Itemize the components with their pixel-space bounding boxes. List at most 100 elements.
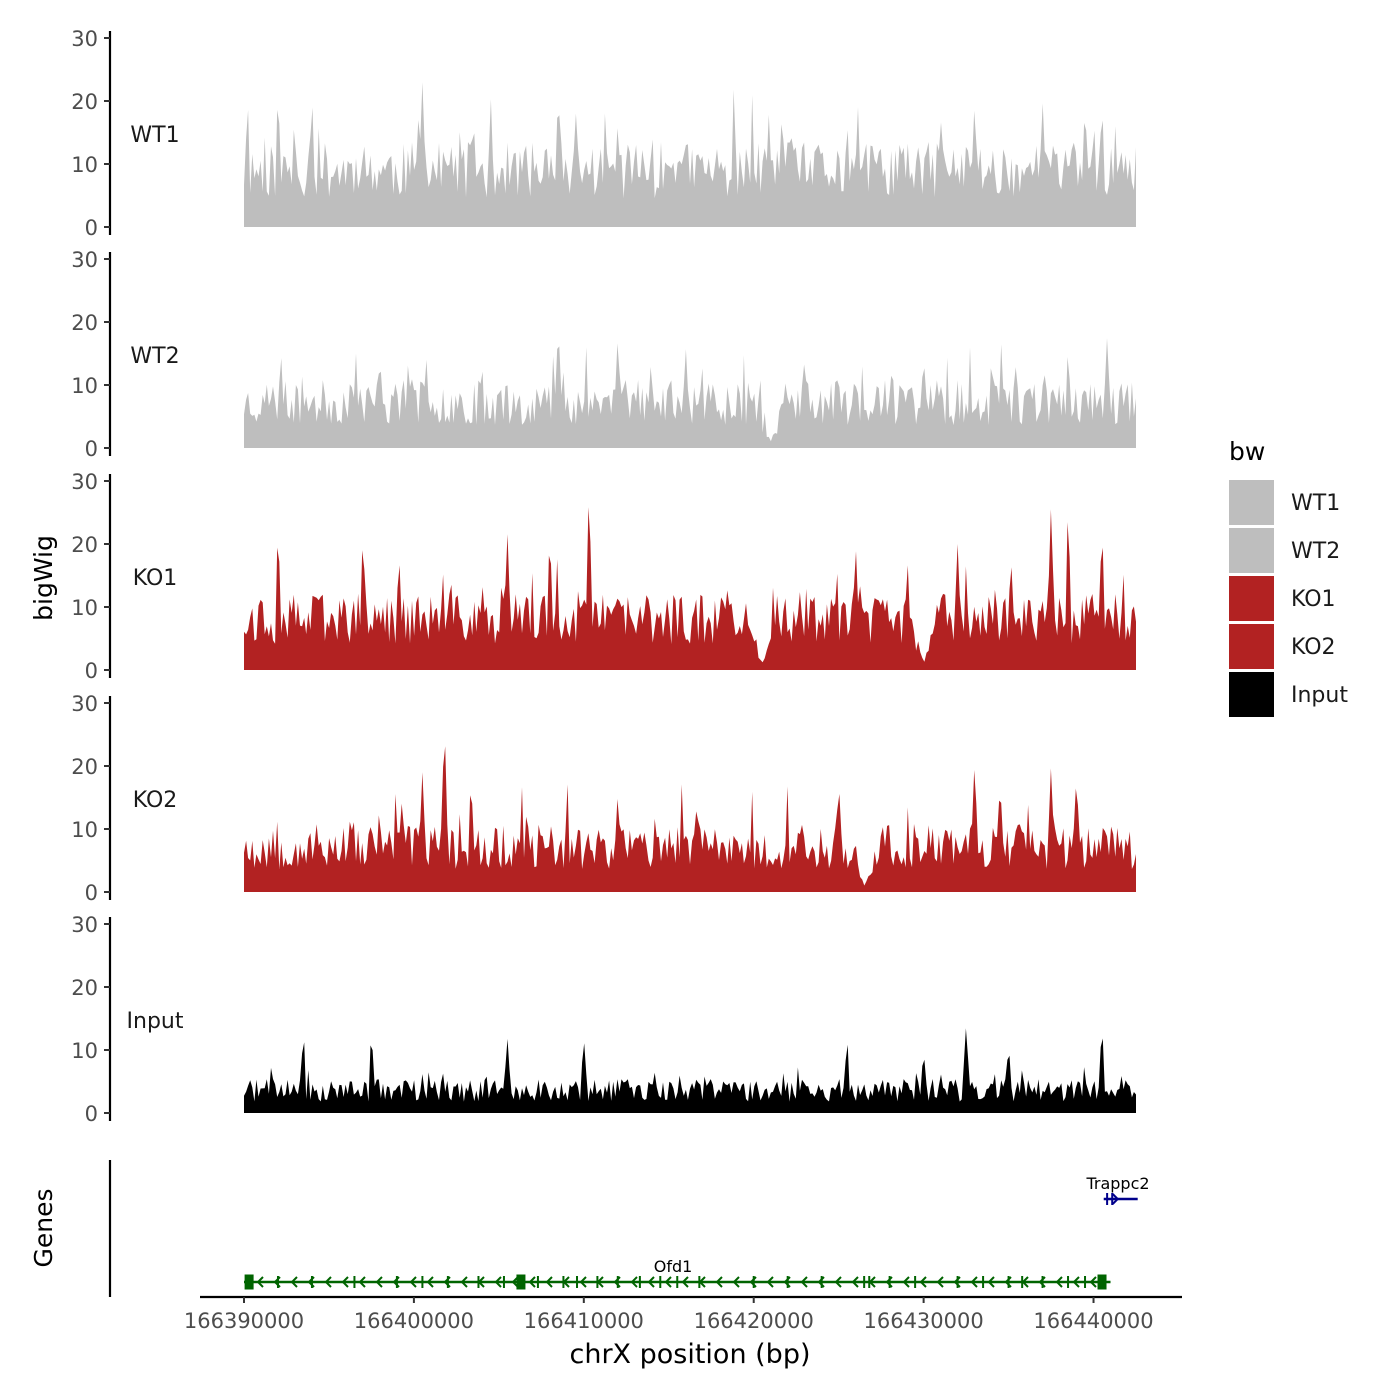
exon	[616, 1276, 619, 1288]
y-tick-label: 30	[71, 692, 98, 716]
exon	[956, 1276, 959, 1288]
y-tick-label: 0	[85, 1102, 98, 1126]
exon	[786, 1276, 789, 1288]
strand-arrow	[290, 1276, 298, 1288]
strand-arrow	[987, 1276, 995, 1288]
tracks-layer: 0 10 20 30 WT1 0 10 20 30 WT2 0 10 20 30 KO1 0 10 20 30 KO2…	[71, 27, 1136, 1126]
exon	[536, 1276, 539, 1288]
y-tick-label: 0	[85, 437, 98, 461]
exon	[310, 1276, 313, 1288]
legend-key-ko1	[1229, 576, 1274, 621]
exon	[1041, 1276, 1044, 1288]
y-tick-label: 0	[85, 881, 98, 905]
y-tick-label: 10	[71, 818, 98, 842]
strand-arrow	[800, 1276, 808, 1288]
y-tick-label: 0	[85, 216, 98, 240]
y-axis-label: bigWig	[29, 535, 58, 621]
strand-arrow	[1112, 1193, 1120, 1205]
x-axis: chrX position (bp) 166390000 166400000 166…	[184, 1295, 1182, 1370]
strand-arrow	[545, 1276, 553, 1288]
y-tick-label: 20	[71, 533, 98, 557]
strand-arrow	[715, 1276, 723, 1288]
x-tick-label: 166440000	[1033, 1309, 1153, 1333]
y-tick-label: 10	[71, 374, 98, 398]
exon	[276, 1276, 279, 1288]
exon	[502, 1276, 505, 1288]
legend-key-ko2	[1229, 624, 1274, 669]
y-tick-label: 30	[71, 248, 98, 272]
x-axis-label: chrX position (bp)	[569, 1339, 810, 1370]
gene-ofd1: Ofd1	[244, 1257, 1111, 1290]
y-tick-label: 20	[71, 755, 98, 779]
exon	[477, 1276, 480, 1288]
exon	[244, 1274, 254, 1290]
strand-arrow	[919, 1276, 927, 1288]
exon	[446, 1276, 449, 1288]
strand-arrow	[936, 1276, 944, 1288]
y-tick-label: 20	[71, 976, 98, 1000]
strand-arrow	[341, 1276, 349, 1288]
strand-arrow	[647, 1276, 655, 1288]
legend: bw WT1 WT2 KO1 KO2 Input	[1229, 437, 1348, 717]
gene-label-trappc2: Trappc2	[1085, 1174, 1149, 1193]
strand-arrow	[409, 1276, 417, 1288]
strand-arrow	[256, 1276, 264, 1288]
legend-key-wt1	[1229, 480, 1274, 525]
strand-arrow	[579, 1276, 587, 1288]
x-tick-label: 166410000	[524, 1309, 644, 1333]
exon	[1067, 1276, 1070, 1288]
exon	[516, 1274, 526, 1290]
track-panel-wt2: 0 10 20 30 WT2	[71, 248, 1136, 461]
exon	[353, 1276, 356, 1288]
legend-label-ko1: KO1	[1291, 587, 1336, 612]
strand-arrow	[528, 1276, 536, 1288]
y-tick-label: 0	[85, 659, 98, 683]
legend-label-wt1: WT1	[1291, 491, 1340, 516]
y-tick-label: 30	[71, 913, 98, 937]
exon	[676, 1276, 679, 1288]
signal-area-wt1	[244, 82, 1136, 227]
legend-label-wt2: WT2	[1291, 539, 1340, 564]
exon	[982, 1276, 985, 1288]
exon	[914, 1276, 917, 1288]
y-tick-label: 10	[71, 1039, 98, 1063]
legend-title: bw	[1229, 437, 1265, 466]
exon	[395, 1276, 398, 1288]
y-tick-label: 20	[71, 90, 98, 114]
signal-area-input	[244, 1028, 1136, 1113]
exon	[868, 1276, 871, 1288]
strand-arrow	[324, 1276, 332, 1288]
signal-area-ko1	[244, 507, 1136, 670]
gene-label-ofd1: Ofd1	[654, 1257, 693, 1276]
track-panel-input: 0 10 20 30 Input	[71, 913, 1136, 1126]
strand-arrow	[851, 1276, 859, 1288]
strand-arrow	[1055, 1276, 1063, 1288]
strand-arrow	[970, 1276, 978, 1288]
strand-arrow	[902, 1276, 910, 1288]
exon	[576, 1276, 579, 1288]
x-tick-label: 166390000	[184, 1309, 304, 1333]
x-tick-label: 166420000	[694, 1309, 814, 1333]
exon	[1097, 1274, 1107, 1290]
track-label-wt1: WT1	[130, 123, 179, 148]
legend-label-input: Input	[1291, 683, 1348, 708]
track-panel-ko1: 0 10 20 30 KO1	[71, 470, 1136, 683]
track-label-ko1: KO1	[133, 566, 178, 591]
exon	[698, 1276, 701, 1288]
signal-area-ko2	[244, 746, 1136, 892]
strand-arrow	[630, 1276, 638, 1288]
y-tick-label: 20	[71, 311, 98, 335]
exon	[1021, 1276, 1024, 1288]
strand-arrow	[664, 1276, 672, 1288]
track-label-ko2: KO2	[133, 788, 178, 813]
exon	[1007, 1276, 1010, 1288]
exon	[863, 1276, 866, 1288]
exon	[1084, 1276, 1087, 1288]
strand-arrow	[1089, 1276, 1097, 1288]
strand-arrow	[358, 1276, 366, 1288]
exon	[752, 1276, 755, 1288]
exon	[888, 1276, 891, 1288]
track-label-wt2: WT2	[130, 344, 179, 369]
y-tick-label: 30	[71, 27, 98, 51]
